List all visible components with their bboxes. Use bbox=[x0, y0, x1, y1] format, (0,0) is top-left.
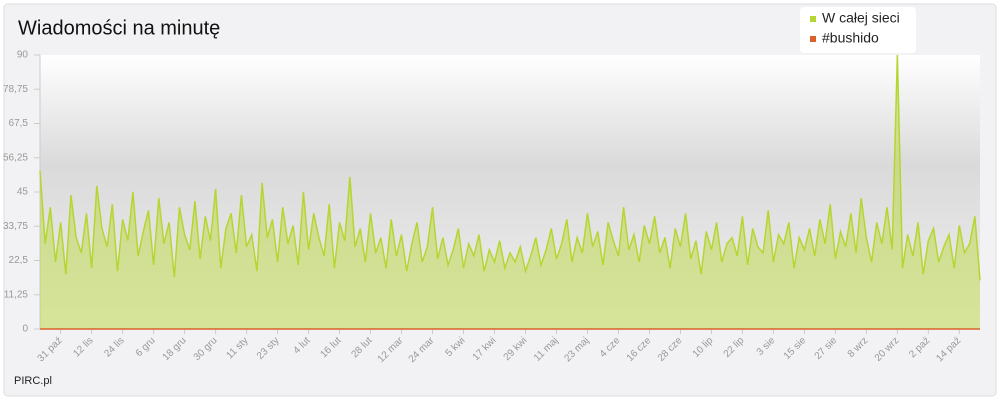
y-tick-label: 67,5 bbox=[9, 118, 29, 129]
area bbox=[40, 55, 980, 329]
y-tick-label: 11,25 bbox=[4, 289, 29, 300]
y-tick-label: 56,25 bbox=[3, 152, 28, 163]
legend-swatch bbox=[810, 36, 816, 42]
legend-label: #bushido bbox=[822, 30, 879, 46]
legend-swatch bbox=[810, 16, 816, 22]
y-tick-label: 33,75 bbox=[3, 221, 28, 232]
chart-title: Wiadomości na minutę bbox=[18, 17, 220, 39]
y-tick-label: 78,75 bbox=[3, 84, 28, 95]
legend bbox=[800, 7, 916, 53]
legend-label: W całej sieci bbox=[822, 10, 900, 26]
line bbox=[39, 54, 981, 281]
y-tick-label: 90 bbox=[17, 50, 29, 61]
y-tick-label: 22,5 bbox=[9, 255, 29, 266]
plot-area bbox=[40, 55, 980, 329]
credit: PIRC.pl bbox=[14, 375, 52, 387]
y-tick-label: 0 bbox=[22, 324, 28, 335]
y-tick-label: 45 bbox=[17, 187, 29, 198]
